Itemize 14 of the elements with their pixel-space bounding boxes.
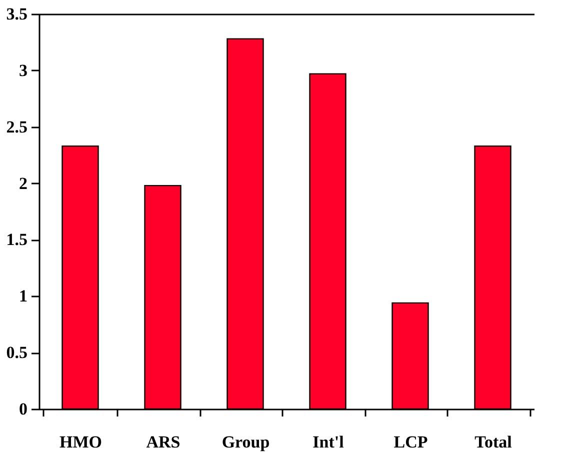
x-tick-label: ARS <box>146 432 180 452</box>
y-tick-label: 2 <box>19 174 28 193</box>
y-tick-label: 0 <box>19 400 28 418</box>
y-tick-label: 1.5 <box>6 230 28 250</box>
y-tick-label: 2.5 <box>6 117 28 136</box>
y-tick-label: 3 <box>19 60 28 80</box>
x-tick-label: Group <box>222 432 270 452</box>
y-tick-label: 0.5 <box>6 343 28 362</box>
x-tick-label: Int'l <box>312 432 344 452</box>
y-tick-label: 1 <box>19 286 28 306</box>
x-tick-label: LCP <box>394 432 428 452</box>
y-tick-label: 3.5 <box>6 4 28 24</box>
x-tick-label: Total <box>474 432 512 452</box>
x-tick-label: HMO <box>60 432 102 452</box>
